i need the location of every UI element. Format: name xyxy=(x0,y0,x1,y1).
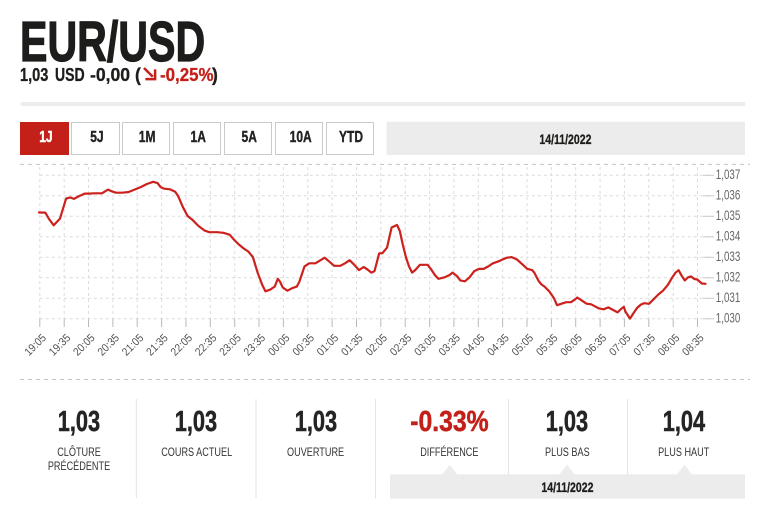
svg-text:08:35: 08:35 xyxy=(680,332,707,359)
svg-text:20:35: 20:35 xyxy=(95,332,122,359)
svg-text:07:05: 07:05 xyxy=(607,332,634,359)
svg-text:02:35: 02:35 xyxy=(388,332,415,359)
svg-text:1,033: 1,033 xyxy=(716,249,741,265)
svg-text:1,036: 1,036 xyxy=(716,187,741,203)
svg-text:00:35: 00:35 xyxy=(290,332,317,359)
svg-text:20:05: 20:05 xyxy=(71,332,98,359)
svg-text:21:05: 21:05 xyxy=(120,332,147,359)
svg-text:1,031: 1,031 xyxy=(716,290,741,306)
svg-text:08:05: 08:05 xyxy=(656,332,683,359)
svg-text:19:05: 19:05 xyxy=(22,332,49,359)
svg-text:1,037: 1,037 xyxy=(716,167,741,183)
svg-text:22:05: 22:05 xyxy=(168,332,195,359)
svg-text:23:35: 23:35 xyxy=(241,332,268,359)
svg-text:02:05: 02:05 xyxy=(363,332,390,359)
svg-text:1,035: 1,035 xyxy=(716,208,741,224)
svg-text:06:05: 06:05 xyxy=(558,332,585,359)
svg-text:19:35: 19:35 xyxy=(47,332,74,359)
svg-text:01:35: 01:35 xyxy=(339,332,366,359)
svg-text:03:05: 03:05 xyxy=(412,332,439,359)
svg-text:05:35: 05:35 xyxy=(534,332,561,359)
svg-text:04:05: 04:05 xyxy=(461,332,488,359)
svg-text:01:05: 01:05 xyxy=(315,332,342,359)
svg-text:1,030: 1,030 xyxy=(716,310,741,326)
svg-text:1,032: 1,032 xyxy=(716,269,741,285)
svg-text:00:05: 00:05 xyxy=(266,332,293,359)
svg-text:21:35: 21:35 xyxy=(144,332,171,359)
svg-text:03:35: 03:35 xyxy=(436,332,463,359)
svg-text:1,034: 1,034 xyxy=(716,228,741,244)
svg-text:04:35: 04:35 xyxy=(485,332,512,359)
svg-text:22:35: 22:35 xyxy=(193,332,220,359)
svg-text:06:35: 06:35 xyxy=(583,332,610,359)
svg-text:07:35: 07:35 xyxy=(631,332,658,359)
svg-text:23:05: 23:05 xyxy=(217,332,244,359)
svg-text:05:05: 05:05 xyxy=(509,332,536,359)
